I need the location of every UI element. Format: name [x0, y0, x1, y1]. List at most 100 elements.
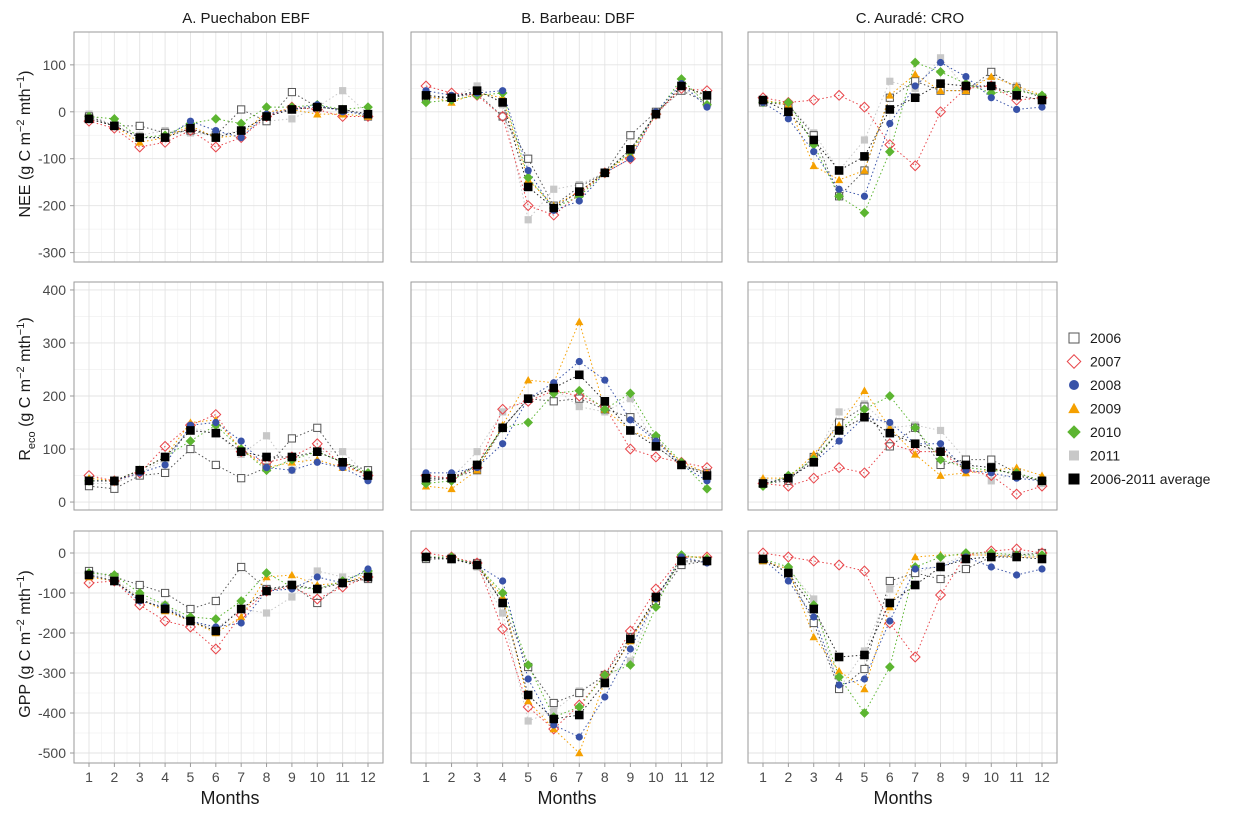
data-point-2006-2011 average-m5: [186, 426, 195, 435]
data-point-2010-m7: [574, 385, 585, 396]
y-tick-label: -500: [38, 745, 66, 761]
data-point-2006-2011 average-m12: [702, 91, 712, 100]
data-point-2006-2011 average-m5: [860, 152, 869, 161]
series-line-2011: [88, 90, 369, 136]
data-point-2007-m8: [934, 106, 947, 118]
data-point-2007-m11: [337, 110, 349, 123]
data-point-2006-2011 average-m11: [677, 460, 686, 470]
data-point-2010-m12: [702, 483, 712, 494]
data-point-2008-m5: [186, 117, 195, 125]
data-point-2008-m3: [810, 148, 818, 156]
data-point-2007-m3: [808, 555, 820, 567]
data-point-2010-m10: [651, 430, 661, 441]
legend-marker-2008: [1069, 380, 1079, 390]
panel-gpp-2: 1 2 3 4 5 6 7 8 9 10 11 12: [410, 530, 723, 785]
y-tick-label: -300: [38, 665, 66, 681]
data-point-2009-m7: [911, 450, 920, 458]
x-tick-label: 8: [263, 769, 271, 785]
data-point-2006-2011 average-m7: [574, 187, 584, 196]
data-point-2007-m2: [782, 480, 794, 492]
data-point-2011-m3: [473, 82, 481, 90]
data-point-2006-2011 average-m6: [885, 428, 895, 438]
data-point-2006-2011 average-m6: [549, 714, 559, 724]
data-point-2008-m9: [288, 466, 296, 474]
data-point-2007-m5: [184, 621, 197, 633]
data-point-2008-m7: [911, 82, 919, 90]
data-point-2006-m6: [549, 397, 558, 406]
data-point-2010-m7: [236, 596, 247, 606]
data-point-2006-2011 average-m10: [651, 592, 661, 602]
data-point-2006-2011 average-m12: [702, 556, 712, 566]
panel-nee-3: [747, 31, 1058, 263]
data-point-2006-m7: [237, 562, 246, 572]
data-point-2011-m8: [936, 54, 945, 62]
data-point-2011-m4: [835, 408, 843, 416]
data-point-2010-m6: [884, 391, 895, 401]
data-point-2009-m3: [809, 632, 818, 641]
data-point-2009-m11: [1012, 81, 1021, 90]
data-point-2006-2011 average-m7: [910, 439, 920, 449]
legend-item-2006: 2006: [1068, 330, 1121, 346]
data-point-2006-2011 average-m7: [236, 126, 246, 135]
data-point-2006-2011 average-m4: [834, 652, 844, 662]
data-point-2006-2011 average-m2: [784, 107, 793, 117]
series-line-2006: [88, 427, 369, 490]
x-tick-label: 5: [524, 769, 532, 785]
data-point-2008-m8: [936, 440, 945, 448]
data-point-2006-2011 average-m8: [600, 397, 610, 406]
x-tick-label: 1: [422, 769, 430, 785]
data-point-2006-2011 average-m1: [421, 552, 431, 562]
data-point-2007-m6: [210, 643, 222, 655]
y-tick-label: 400: [43, 282, 67, 298]
data-point-2006-2011 average-m11: [1012, 471, 1021, 480]
series-line-2008: [762, 61, 1043, 197]
legend-label: 2007: [1090, 354, 1121, 370]
series-line-2007: [88, 106, 368, 148]
data-point-2006-2011 average-m5: [860, 650, 869, 660]
series-line-2010: [425, 390, 708, 490]
data-point-2008-m12: [1038, 103, 1046, 111]
data-point-2011-m6: [886, 77, 894, 85]
data-point-2008-m4: [161, 461, 169, 469]
legend-item-avg: 2006-2011 average: [1068, 471, 1211, 487]
data-point-2006-2011 average-m5: [523, 394, 533, 403]
data-point-2006-m7: [237, 105, 246, 114]
data-point-2006-2011 average-m2: [784, 568, 793, 578]
data-point-2008-m4: [835, 437, 843, 445]
data-point-2010-m8: [935, 67, 946, 77]
data-point-2006-2011 average-m3: [472, 560, 482, 570]
data-point-2007-m5: [858, 467, 871, 479]
data-point-2010-m10: [651, 602, 661, 612]
data-point-2006-2011 average-m1: [758, 554, 768, 564]
column-title-c: C. Auradé: CRO: [856, 10, 964, 27]
series-line-2006-2011 average: [425, 85, 708, 209]
data-point-2006-2011 average-m5: [860, 412, 869, 422]
row-label-reco-sub: eco: [26, 431, 38, 449]
data-point-2010-m9: [625, 660, 636, 670]
data-point-2006-2011 average-m7: [910, 93, 920, 103]
data-point-2007-m7: [909, 651, 921, 663]
series-line-2010: [762, 552, 1042, 714]
data-point-2006-2011 average-m4: [160, 133, 170, 142]
data-point-2011-m4: [499, 609, 507, 617]
column-title-a: A. Puechabon EBF: [182, 10, 310, 27]
data-point-2008-m10: [313, 573, 321, 581]
data-point-2006-2011 average-m3: [135, 594, 145, 604]
x-tick-label: 8: [937, 769, 945, 785]
data-point-2006-2011 average-m4: [160, 452, 170, 462]
data-point-2006-2011 average-m4: [498, 423, 507, 433]
data-point-2007-m9: [624, 443, 636, 455]
data-point-2006-m3: [135, 580, 144, 590]
x-axis-title-b: Months: [537, 788, 596, 808]
data-point-2007-m10: [311, 593, 323, 605]
data-point-2010-m5: [859, 207, 870, 218]
data-point-2008-m7: [237, 437, 245, 445]
data-point-2010-m7: [910, 57, 921, 68]
data-point-2006-2011 average-m4: [498, 598, 507, 608]
x-tick-label: 7: [911, 769, 919, 785]
data-point-2011-m10: [313, 567, 321, 575]
data-point-2011-m5: [524, 216, 532, 224]
data-point-2011-m4: [499, 408, 507, 416]
x-tick-label: 2: [110, 769, 118, 785]
data-point-2006-2011 average-m1: [84, 476, 94, 486]
